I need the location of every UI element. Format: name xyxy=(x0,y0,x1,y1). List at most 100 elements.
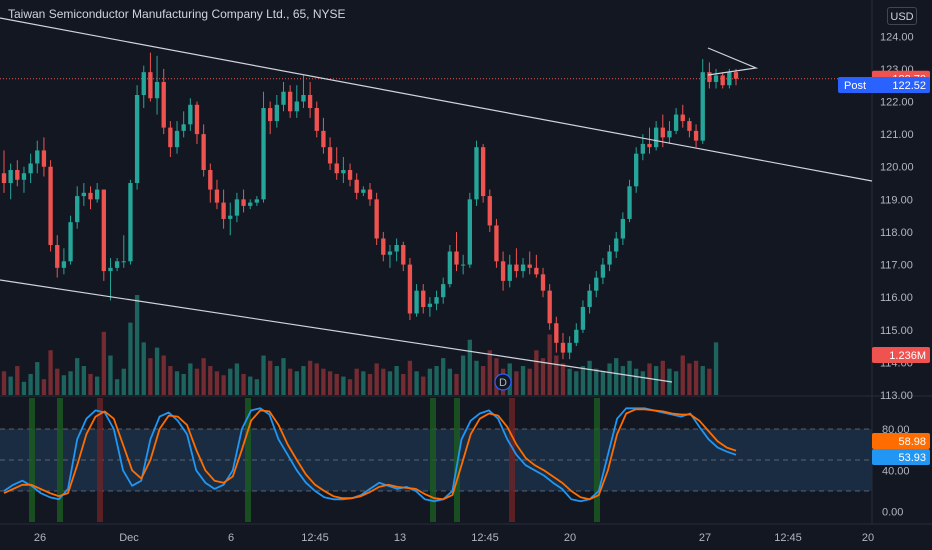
candlestick-series xyxy=(1,52,739,360)
candle-body xyxy=(161,81,166,128)
candle-body xyxy=(55,245,60,268)
candle-body xyxy=(114,261,120,268)
volume-bar xyxy=(407,360,413,395)
volume-bar xyxy=(188,363,193,395)
volume-badge-text: 1.236M xyxy=(889,350,926,362)
volume-bar xyxy=(660,360,665,395)
price-tick-label: 120.00 xyxy=(880,162,914,174)
volume-bar xyxy=(234,363,240,395)
crossover-marker xyxy=(97,398,103,522)
volume-bar xyxy=(707,368,712,395)
candle-body xyxy=(467,199,472,265)
candle-body xyxy=(68,222,73,262)
volume-bar xyxy=(547,334,552,395)
volume-bar xyxy=(301,366,306,395)
volume-bar xyxy=(421,376,426,395)
candle-body xyxy=(148,72,153,99)
volume-bar xyxy=(467,339,472,395)
candle-body xyxy=(35,150,40,164)
candle-body xyxy=(527,264,532,268)
candle-body xyxy=(334,163,339,174)
volume-bar xyxy=(620,366,626,395)
volume-bar xyxy=(693,360,699,395)
volume-bar xyxy=(81,366,87,395)
candle-body xyxy=(614,238,619,252)
candle-body xyxy=(687,121,692,131)
volume-bar xyxy=(128,322,133,395)
time-tick-label: 12:45 xyxy=(471,532,499,544)
volume-bar xyxy=(560,363,566,395)
candle-body xyxy=(560,342,566,353)
time-axis: 26 Dec 6 12:45 13 12:45 20 27 12:45 20 xyxy=(34,532,874,544)
crossover-marker xyxy=(57,398,63,522)
volume-bar xyxy=(414,371,419,395)
candle-body xyxy=(407,264,413,314)
volume-bar xyxy=(294,371,299,395)
candle-body xyxy=(627,186,632,219)
volume-bar xyxy=(114,379,120,395)
volume-bar xyxy=(394,366,399,395)
candle-body xyxy=(607,251,612,265)
candle-body xyxy=(141,72,146,95)
price-axis: 124.00123.00122.00121.00120.00119.00118.… xyxy=(880,31,914,402)
volume-bar xyxy=(627,360,632,395)
volume-bar xyxy=(161,355,166,395)
volume-bar xyxy=(287,368,293,395)
crossover-marker xyxy=(594,398,600,522)
candle-body xyxy=(494,225,499,262)
volume-bar xyxy=(321,368,326,395)
dividend-marker-circle xyxy=(494,373,512,391)
volume-bar xyxy=(327,371,333,395)
stochastic-d-badge-text: 58.98 xyxy=(898,436,926,448)
candle-body xyxy=(194,104,200,135)
candle-body xyxy=(61,261,67,268)
volume-bar xyxy=(61,375,67,395)
candle-body xyxy=(75,196,80,223)
candle-body xyxy=(241,199,246,206)
currency-button[interactable]: USD xyxy=(887,7,917,25)
price-tick-label: 122.00 xyxy=(880,97,914,109)
candle-body xyxy=(248,202,253,206)
volume-bar xyxy=(461,355,466,395)
volume-bar xyxy=(134,295,140,395)
time-tick-label: 27 xyxy=(699,532,711,544)
candle-body xyxy=(660,127,665,138)
volume-bar xyxy=(367,373,373,395)
candle-body xyxy=(201,134,206,170)
volume-bar xyxy=(101,331,106,395)
volume-bar xyxy=(434,366,439,395)
candle-body xyxy=(587,290,592,307)
stochastic-lines xyxy=(3,407,737,503)
candle-body xyxy=(307,95,313,109)
candle-body xyxy=(341,170,346,174)
candle-body xyxy=(447,251,453,285)
volume-bar xyxy=(35,362,40,395)
volume-bar xyxy=(347,379,353,395)
candle-body xyxy=(640,143,645,154)
candle-body xyxy=(733,72,739,79)
candle-body xyxy=(514,264,519,272)
candle-body xyxy=(454,251,459,265)
candle-body xyxy=(274,104,279,122)
volume-bar xyxy=(427,368,433,395)
lower-trendline xyxy=(0,279,673,383)
candle-body xyxy=(128,183,133,262)
candle-body xyxy=(507,264,512,281)
volume-bar xyxy=(108,355,113,395)
candle-body xyxy=(707,72,712,82)
candle-body xyxy=(181,124,186,131)
candle-body xyxy=(228,215,233,219)
oscillator-tick-label: 40.00 xyxy=(882,465,910,477)
stochastic-k-badge-text: 53.93 xyxy=(898,452,926,464)
volume-bar xyxy=(441,358,446,395)
crossover-marker xyxy=(430,398,436,522)
candle-body xyxy=(667,130,672,138)
candle-body xyxy=(727,72,732,86)
volume-bar xyxy=(700,366,705,395)
candle-body xyxy=(647,143,652,148)
volume-bar xyxy=(261,355,266,395)
volume-bar xyxy=(587,360,592,395)
stochastic-d-line xyxy=(3,408,737,501)
volume-bar xyxy=(141,342,146,395)
volume-bar xyxy=(480,366,486,395)
